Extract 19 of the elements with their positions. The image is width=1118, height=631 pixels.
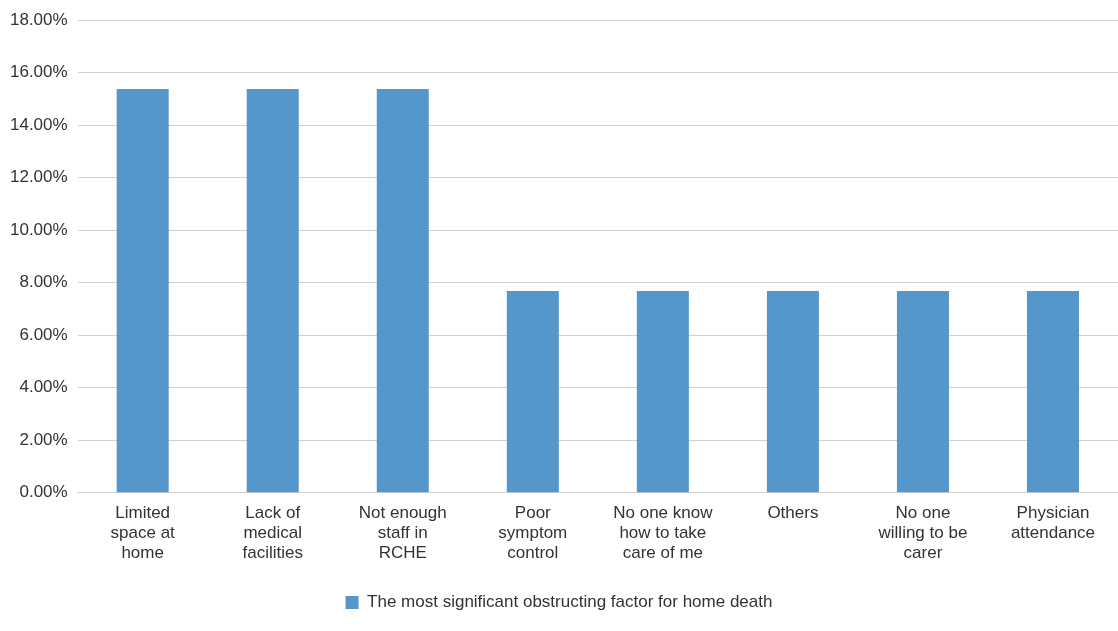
- x-tick-label: Lack of medical facilities: [242, 502, 303, 563]
- legend-label: The most significant obstructing factor for home death: [367, 592, 773, 612]
- x-tick-label: No one know how to take care of me: [613, 502, 714, 563]
- y-tick-label: 10.00%: [9, 219, 68, 239]
- x-tick-label: Physician attendance: [1010, 502, 1096, 543]
- x-tick-label: Not enough staff in RCHE: [358, 502, 447, 563]
- y-tick-label: 14.00%: [9, 114, 68, 134]
- y-tick-label: 8.00%: [19, 272, 68, 292]
- y-tick-label: 0.00%: [19, 482, 68, 502]
- x-tick-label: No one willing to be carer: [877, 502, 968, 563]
- y-tick-label: 2.00%: [19, 429, 68, 449]
- x-tick-label: Limited space at home: [110, 502, 176, 563]
- y-tick-label: 12.00%: [9, 167, 68, 187]
- y-tick-label: 16.00%: [9, 62, 68, 82]
- y-tick-label: 4.00%: [19, 377, 68, 397]
- y-tick-label: 6.00%: [19, 324, 68, 344]
- y-tick-label: 18.00%: [9, 9, 68, 29]
- x-tick-label: Poor symptom control: [498, 502, 568, 563]
- x-tick-label: Others: [767, 502, 819, 522]
